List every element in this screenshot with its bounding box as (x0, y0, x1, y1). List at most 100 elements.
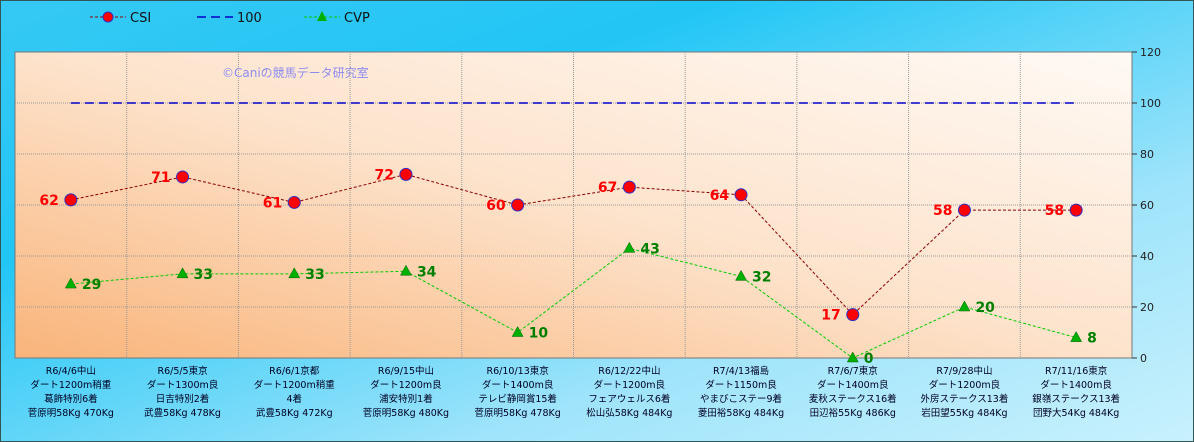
series-line-csi (70, 173, 1077, 316)
x-tick-label-line: ダート1400m良 (1040, 380, 1112, 391)
x-tick-label-line: 武豊58Kg 478Kg (144, 408, 221, 419)
cvp-data-label: 20 (975, 300, 995, 316)
csi-data-label: 62 (39, 193, 58, 209)
x-tick-label-line: 銀嶺ステークス13着 (1032, 394, 1121, 405)
y-tick-label: 20 (1140, 301, 1154, 314)
x-tick-label: R7/9/28中山 ダート1200m良 外房ステークス13着 岩田望55Kg 484K… (908, 365, 1020, 421)
x-tick-label-line: 武豊58Kg 472Kg (255, 408, 333, 419)
series-line-cvp (70, 247, 1077, 359)
x-tick-label: R6/4/6中山ダート1200m稍重 葛飾特別6着菅原明58Kg 470Kg (15, 365, 127, 421)
x-tick-label-line: 菅原明58Kg 478Kg (474, 408, 561, 419)
x-tick-label-line: 松山弘58Kg 484Kg (586, 408, 673, 419)
cvp-point (846, 351, 859, 363)
csi-point (957, 203, 971, 217)
legend-label-100: 100 (237, 11, 262, 26)
cvp-data-label: 8 (1087, 331, 1097, 347)
cvp-point (288, 267, 301, 279)
x-tick-label-line: 菱田裕58Kg 484Kg (697, 408, 785, 419)
x-tick-label: R7/6/7東京 ダート1400m良 麦秋ステークス16着 田辺裕55Kg 486Kg (797, 365, 909, 421)
x-tick-label-line: 菅原明58Kg 480Kg (362, 408, 450, 419)
csi-point (622, 180, 636, 194)
y-tick-label: 120 (1140, 46, 1161, 59)
x-tick-label-line: 団野大54Kg 484Kg (1033, 408, 1120, 419)
cvp-data-label: 29 (82, 277, 101, 293)
csi-data-label: 61 (263, 195, 282, 211)
csi-data-label: 72 (374, 167, 393, 183)
cvp-point (176, 267, 189, 279)
csi-data-label: 58 (1045, 203, 1064, 219)
csi-point (1069, 203, 1083, 217)
x-tick-label-line: ダート1300m良 (146, 380, 219, 391)
legend-label-csi: CSI (130, 11, 151, 26)
x-tick-label-line: 麦秋ステークス16着 (808, 394, 897, 405)
cvp-point (64, 277, 77, 289)
csi-point (176, 170, 190, 184)
x-tick-label-line: ダート1400m良 (481, 380, 554, 391)
csi-data-label: 60 (486, 198, 506, 214)
x-tick-label-line: 浦安特別1着 (379, 394, 433, 405)
x-tick-label-line: 外房ステークス13着 (920, 394, 1009, 405)
x-tick-label-line: R6/6/1京都 (269, 366, 320, 377)
x-tick-label: R7/4/13福島 ダート1150m良 やまびこステー9着 菱田裕58Kg 484Kg (685, 365, 797, 421)
x-tick-label: R6/5/5東京 ダート1300m良 日吉特別2着 武豊58Kg 478Kg (127, 365, 239, 421)
x-tick-label: R6/6/1京都ダート1200m稍重 4着武豊58Kg 472Kg (238, 365, 350, 421)
y-tick-label: 80 (1140, 148, 1154, 161)
x-tick-label-line: ダート1200m稍重 (30, 380, 112, 391)
x-tick-label-line: R6/12/22中山 (598, 366, 661, 377)
x-tick-label-line: R7/11/16東京 (1045, 366, 1108, 377)
x-tick-label-line: R6/5/5東京 (157, 366, 208, 377)
x-tick-label-line: ダート1200m良 (593, 380, 666, 391)
y-tick-label: 0 (1140, 352, 1147, 365)
x-tick-label-line: R7/6/7東京 (827, 366, 878, 377)
x-tick-label-line: R7/9/28中山 (936, 366, 993, 377)
csi-point (846, 308, 860, 322)
cvp-point (958, 300, 971, 312)
x-tick-label-line: ダート1150m良 (705, 380, 777, 391)
x-tick-label-line: ダート1400m良 (817, 380, 889, 391)
x-tick-label: R7/11/16東京 ダート1400m良 銀嶺ステークス13着 団野大54Kg 484… (1020, 365, 1132, 421)
y-tick-label: 40 (1140, 250, 1154, 263)
csi-point (734, 188, 748, 202)
cvp-point (511, 325, 524, 337)
x-tick-label-line: R6/10/13東京 (486, 366, 549, 377)
x-tick-label-line: ダート1200m良 (370, 380, 442, 391)
y-tick-label: 100 (1140, 97, 1161, 110)
cvp-data-label: 0 (864, 351, 874, 367)
x-tick-label-line: R7/4/13福島 (712, 366, 770, 377)
x-tick-label-line: R6/4/6中山 (45, 366, 96, 377)
x-tick-label-line: ダート1200m稍重 (253, 380, 335, 391)
x-tick-label-line: 4着 (286, 394, 303, 405)
x-tick-label-line: ダート1200m良 (928, 380, 1001, 391)
cvp-data-label: 32 (752, 269, 771, 285)
x-tick-label-line: テレビ静岡賞15着 (478, 394, 557, 405)
x-tick-label: R6/12/22中山 ダート1200m良 フェアウェルス6着 松山弘58Kg 484K… (573, 365, 685, 421)
csi-data-label: 58 (933, 203, 952, 219)
csi-point (511, 198, 525, 212)
x-tick-label: R6/9/15中山 ダート1200m良 浦安特別1着菅原明58Kg 480Kg (350, 365, 462, 421)
x-tick-label-line: 岩田望55Kg 484Kg (921, 408, 1008, 419)
csi-point (287, 195, 301, 209)
x-tick-label-line: 菅原明58Kg 470Kg (27, 408, 114, 419)
cvp-point (735, 269, 747, 281)
csi-point (64, 193, 78, 207)
x-tick-label-line: 葛飾特別6着 (44, 394, 98, 405)
x-tick-label-line: R6/9/15中山 (377, 366, 435, 377)
csi-data-label: 17 (821, 308, 840, 324)
x-tick-label-line: やまびこステー9着 (700, 394, 783, 405)
cvp-point (400, 264, 412, 276)
cvp-data-label: 33 (305, 267, 324, 283)
watermark: ©Caniの競馬データ研究室 (222, 65, 369, 80)
x-tick-label-line: 田辺裕55Kg 486Kg (809, 408, 896, 419)
csi-point (399, 167, 413, 181)
x-tick-label-line: 日吉特別2着 (155, 394, 210, 405)
csi-data-label: 64 (710, 188, 730, 204)
x-tick-label: R6/10/13東京 ダート1400m良 テレビ静岡賞15着 菅原明58Kg 478K… (462, 365, 574, 421)
x-tick-label-line: フェアウェルス6着 (588, 394, 671, 405)
csi-data-label: 71 (151, 170, 170, 186)
cvp-data-label: 34 (417, 264, 437, 280)
cvp-point (623, 241, 636, 253)
cvp-data-label: 43 (640, 241, 659, 257)
legend-label-cvp: CVP (344, 11, 370, 26)
cvp-point (1070, 331, 1083, 342)
